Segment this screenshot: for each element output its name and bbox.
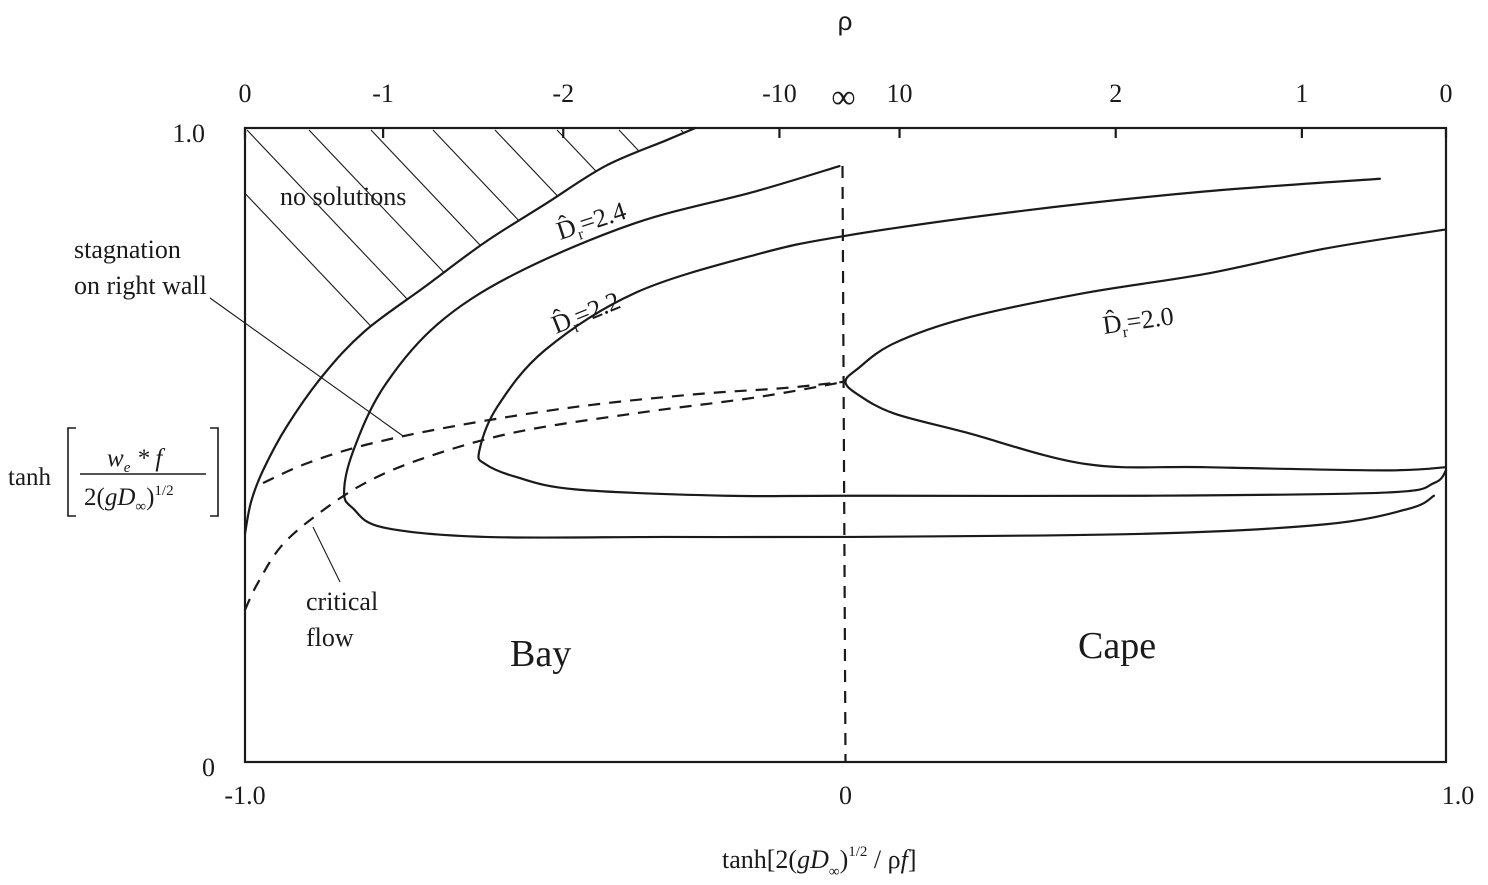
y-axis-label-num-w: w	[107, 445, 124, 472]
x-tick-label: 0	[839, 781, 852, 810]
hatch-line	[494, 129, 696, 511]
x-axis-label: tanh[2(gD∞)1/2 / ρf]	[722, 844, 917, 880]
y-axis-label-den-pre: 2(	[84, 484, 105, 511]
annotation-critical-line1: critical	[306, 587, 378, 616]
hatch-line	[680, 129, 696, 511]
y-axis-label-den-g: g	[105, 484, 118, 511]
top-tick-label: 0	[239, 79, 252, 108]
x-axis-label-post: / ρ	[867, 845, 900, 874]
x-axis-label-g: g	[797, 845, 810, 874]
y-axis-label-den-sub: ∞	[135, 499, 146, 515]
x-axis-label-mid: )	[840, 845, 849, 874]
curve-label-2-0-value: =2.0	[1125, 301, 1176, 336]
y-axis-label: tanh we * f 2(gD∞)1/2	[8, 427, 219, 517]
curves	[243, 126, 1448, 763]
x-axis-label-pre: tanh[2(	[722, 845, 797, 874]
annotation-critical-line2: flow	[306, 623, 354, 652]
curve-label-2-4: D̂r=2.4	[553, 196, 631, 250]
top-tick-label: 1	[1295, 79, 1308, 108]
top-tick-label: 0	[1440, 79, 1453, 108]
y-axis-label-right-bracket	[210, 427, 219, 517]
series-d-r-2-2	[477, 177, 1448, 498]
stagnation-leader-line	[209, 297, 404, 437]
annotation-no-solutions: no solutions	[280, 182, 406, 211]
svg-text:D̂r=2.4: D̂r=2.4	[553, 196, 631, 250]
bottom-axis-ticks: -1.0 0 1.0	[224, 781, 1474, 810]
annotation-bay: Bay	[510, 633, 571, 675]
series-no-solutions-boundary	[243, 126, 697, 535]
hatch-line	[556, 129, 696, 511]
top-tick-label: -10	[762, 79, 797, 108]
y-axis-label-tanh: tanh	[8, 464, 52, 491]
series-d-r-2-0	[844, 228, 1448, 472]
series-d-r-2-4	[342, 164, 1436, 539]
x-tick-label: -1.0	[224, 781, 265, 810]
curve-label-2-2-value: =2.2	[570, 286, 625, 331]
top-tick-label: -1	[372, 79, 394, 108]
y-axis-label-den-mid: )	[146, 484, 154, 511]
annotation-stagnation-line2: on right wall	[74, 271, 207, 300]
x-axis-label-end: ]	[908, 845, 917, 874]
y-axis-label-num-rest: * f	[130, 445, 165, 472]
y-axis-label-den-D: D	[116, 484, 135, 511]
curve-label-2-4-value: =2.4	[576, 196, 630, 238]
curve-label-2-0: D̂r=2.0	[1101, 301, 1176, 344]
x-axis-label-sup: 1/2	[848, 844, 867, 860]
svg-text:D̂r=2.0: D̂r=2.0	[1101, 301, 1176, 344]
y-axis-label-num-sub: e	[124, 460, 131, 476]
top-tick-label: ∞	[831, 79, 855, 116]
y-tick-label: 1.0	[173, 119, 206, 148]
left-axis-ticks: 1.00	[173, 119, 216, 782]
annotation-stagnation-line1: stagnation	[74, 235, 181, 264]
plot-frame	[243, 126, 1448, 764]
y-axis-label-left-bracket	[67, 427, 76, 517]
y-tick-label: 0	[202, 753, 215, 782]
critical-leader-line	[312, 526, 341, 583]
annotation-cape: Cape	[1078, 625, 1156, 667]
curve-label-2-2-sub: r	[571, 318, 583, 336]
svg-text:D̂r=2.2: D̂r=2.2	[547, 286, 625, 343]
top-axis-title: ρ	[838, 6, 853, 36]
top-tick-label: 10	[887, 79, 913, 108]
curve-label-2-0-hat: D̂	[1101, 309, 1124, 340]
top-axis-ticks: 0 -1 -2 -10 ∞ 10 2 1 0	[239, 79, 1453, 138]
y-axis-label-denominator: 2(gD∞)1/2	[84, 483, 174, 515]
x-axis-label-sub: ∞	[829, 864, 840, 880]
hatch-line	[618, 129, 696, 511]
curve-label-2-0-sub: r	[1122, 324, 1130, 342]
y-axis-label-den-sup: 1/2	[154, 483, 173, 499]
top-tick-label: -2	[552, 79, 574, 108]
hatch-line	[743, 130, 1103, 510]
x-axis-label-f: f	[901, 845, 912, 874]
x-tick-label: 1.0	[1442, 781, 1475, 810]
curve-label-2-4-sub: r	[576, 226, 587, 244]
hatch-line	[432, 129, 696, 511]
y-axis-label-numerator: we * f	[107, 445, 165, 476]
x-axis-label-D: D	[809, 845, 829, 874]
series-center-line	[841, 166, 847, 763]
curve-label-2-2: D̂r=2.2	[547, 286, 625, 343]
series-stagnation-on-right-wall	[262, 380, 846, 485]
top-tick-label: 2	[1109, 79, 1122, 108]
